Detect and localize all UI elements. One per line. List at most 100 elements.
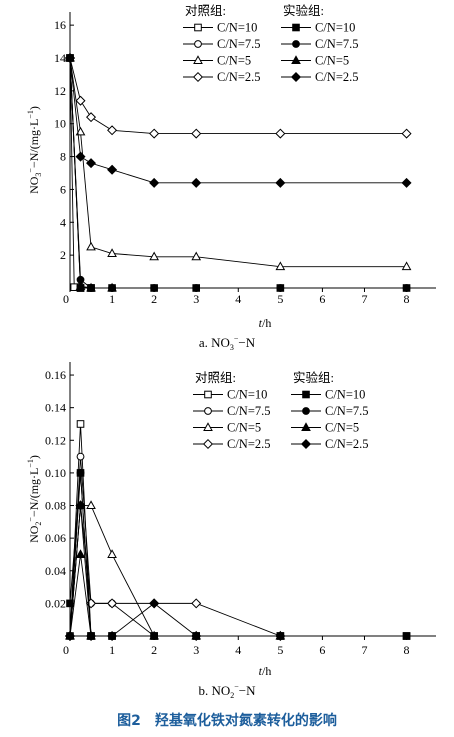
data-point xyxy=(401,128,412,139)
legend-label: C/N=10 xyxy=(315,21,355,35)
data-point xyxy=(107,248,117,257)
data-point xyxy=(275,128,286,139)
legend-item: C/N=2.5 xyxy=(183,70,261,84)
data-point xyxy=(76,452,85,461)
legend-marker xyxy=(204,407,212,415)
x-tick-label: 7 xyxy=(361,643,367,657)
y-tick-label: 0.04 xyxy=(45,564,66,578)
panel-caption: b. NO2−−N xyxy=(198,682,256,700)
x-tick-label: 8 xyxy=(404,643,410,657)
y-tick-label: 10 xyxy=(54,117,66,131)
legend-marker xyxy=(192,71,204,83)
legend-item: C/N=2.5 xyxy=(281,70,359,84)
legend-marker xyxy=(203,422,213,431)
plot-area xyxy=(64,52,412,292)
legend-item: C/N=7.5 xyxy=(291,404,369,418)
legend-marker xyxy=(302,407,310,415)
data-point xyxy=(86,158,97,169)
legend-marker xyxy=(292,40,300,48)
data-point xyxy=(150,284,158,292)
data-point xyxy=(75,281,86,290)
series-experiment-diamond xyxy=(64,500,202,642)
figure-title: 图2 羟基氧化铁对氮素转化的影响 xyxy=(117,712,337,729)
series-experiment-square xyxy=(66,469,411,640)
series-control-diamond xyxy=(64,52,412,139)
data-point xyxy=(64,52,76,64)
data-point xyxy=(86,500,96,510)
x-tick-label: 5 xyxy=(277,292,283,306)
data-point xyxy=(191,598,202,609)
y-tick-label: 0.10 xyxy=(45,466,66,480)
legend-marker xyxy=(302,390,310,399)
series-control-triangle xyxy=(65,500,286,640)
data-point xyxy=(75,151,86,162)
data-point xyxy=(66,599,74,608)
legend-header-experiment: 实验组: xyxy=(293,370,334,385)
data-point xyxy=(107,549,117,558)
data-point xyxy=(64,630,76,642)
legend-label: C/N=7.5 xyxy=(227,404,271,418)
legend-marker xyxy=(291,55,301,64)
legend-marker xyxy=(193,55,203,64)
x-tick-label: 3 xyxy=(193,643,199,657)
x-tick-label: 0 xyxy=(63,643,69,657)
y-tick-label: 0.02 xyxy=(45,596,66,610)
data-point xyxy=(75,500,86,511)
legend-marker xyxy=(202,438,214,450)
data-point xyxy=(276,632,285,640)
data-point xyxy=(149,251,159,261)
series-line xyxy=(69,423,407,637)
legend-marker xyxy=(301,422,311,431)
series-line xyxy=(69,456,155,637)
legend-item: C/N=7.5 xyxy=(183,37,261,51)
legend: 对照组: 实验组: C/N=10 C/N=7.5 C/N=5 C/N=2.5 C/N=10 C… xyxy=(193,370,369,451)
legend-item: C/N=5 xyxy=(183,54,251,68)
data-point xyxy=(401,261,412,271)
legend-header-control: 对照组: xyxy=(185,4,226,18)
legend-header-control: 对照组: xyxy=(195,371,236,385)
series-line xyxy=(69,505,281,637)
series-line xyxy=(69,57,407,268)
legend-label: C/N=2.5 xyxy=(315,70,359,84)
data-point xyxy=(191,630,202,642)
legend-label: C/N=7.5 xyxy=(325,404,369,418)
y-axis-label: NO2−−N/(mg·L−1) xyxy=(26,455,43,543)
x-axis-label: t/h xyxy=(259,664,272,678)
data-point xyxy=(275,261,286,271)
legend-label: C/N=5 xyxy=(227,421,261,435)
legend-marker xyxy=(300,438,312,450)
x-tick-label: 0 xyxy=(63,292,69,306)
data-point xyxy=(149,128,160,139)
legend-label: C/N=10 xyxy=(217,21,257,35)
data-point xyxy=(191,128,202,139)
legend-item: C/N=2.5 xyxy=(193,437,271,451)
legend-label: C/N=5 xyxy=(217,54,251,68)
data-point xyxy=(275,177,286,188)
legend-item: C/N=5 xyxy=(193,421,261,435)
x-tick-label: 6 xyxy=(319,292,325,306)
series-line xyxy=(69,57,407,289)
legend-label: C/N=2.5 xyxy=(227,437,271,451)
legend-marker xyxy=(290,71,302,83)
x-tick-label: 3 xyxy=(193,292,199,306)
legend: 对照组: 实验组: C/N=10 C/N=7.5 C/N=5 C/N=2.5 C/N=10 C… xyxy=(183,3,359,84)
series-line xyxy=(69,57,113,289)
y-tick-label: 0.16 xyxy=(45,368,66,382)
data-point xyxy=(76,469,85,477)
data-point xyxy=(75,126,86,136)
legend-item: C/N=2.5 xyxy=(291,437,369,451)
legend-header-experiment: 实验组: xyxy=(283,3,324,18)
data-point xyxy=(86,241,96,251)
x-tick-label: 2 xyxy=(151,292,157,306)
y-tick-label: 0.06 xyxy=(45,531,66,545)
data-point xyxy=(276,284,285,292)
data-point xyxy=(191,177,202,188)
legend-label: C/N=2.5 xyxy=(325,437,369,451)
data-point xyxy=(75,549,86,558)
data-point xyxy=(150,632,158,640)
legend-item: C/N=10 xyxy=(281,21,355,35)
legend-label: C/N=10 xyxy=(325,388,365,402)
series-line xyxy=(69,472,407,637)
series-line xyxy=(69,57,407,289)
y-tick-label: 4 xyxy=(60,215,66,229)
